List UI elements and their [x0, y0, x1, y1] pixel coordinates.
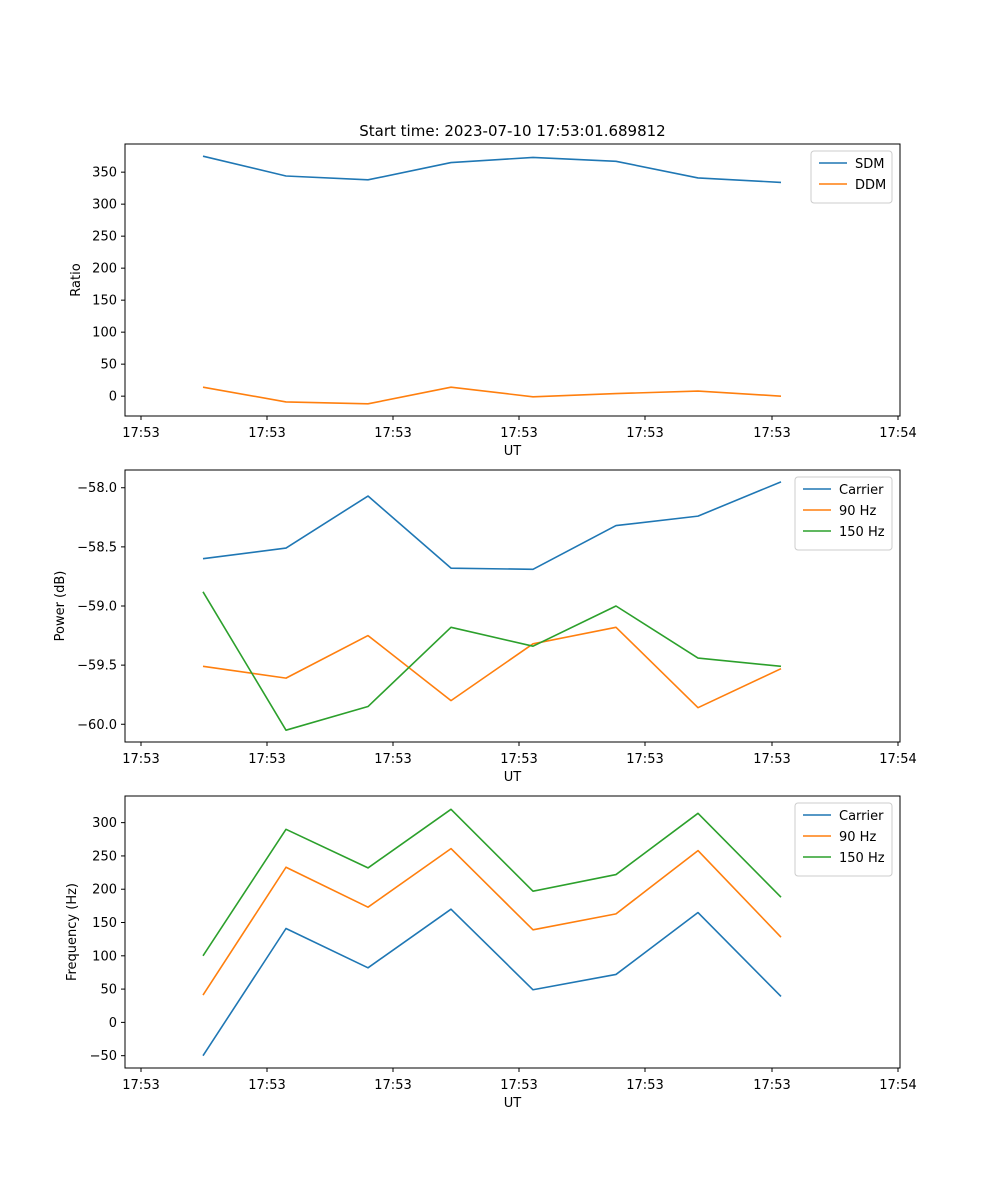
axes-frame [124, 143, 901, 417]
series-line-ddm [202, 386, 782, 405]
x-tick-label: 17:53 [374, 1078, 411, 1093]
y-tick-label: −50 [90, 1049, 117, 1064]
y-tick-label: 150 [92, 916, 117, 931]
x-tick-label: 17:53 [374, 426, 411, 441]
y-tick-label: 350 [92, 166, 117, 181]
x-tick-label: 17:53 [500, 1078, 537, 1093]
legend-label: 90 Hz [839, 830, 876, 845]
x-tick-label: 17:53 [753, 1078, 790, 1093]
x-tick-label: 17:53 [122, 426, 159, 441]
x-tick-label: 17:53 [122, 1078, 159, 1093]
x-tick-label: 17:54 [879, 752, 916, 767]
series-line-carrier [202, 908, 782, 1057]
legend-label: SDM [855, 157, 884, 172]
x-axis-label: UT [504, 444, 522, 459]
y-axis-label: Frequency (Hz) [65, 883, 80, 981]
x-tick-label: 17:53 [248, 426, 285, 441]
y-tick-label: 200 [92, 883, 117, 898]
x-tick-label: 17:53 [500, 426, 537, 441]
legend: SDM DDM [810, 150, 893, 204]
x-tick-label: 17:53 [122, 752, 159, 767]
x-tick-label: 17:53 [626, 1078, 663, 1093]
y-tick-label: 50 [100, 983, 117, 998]
y-tick-label: 100 [92, 326, 117, 341]
y-tick-label: −60.0 [77, 718, 117, 733]
legend: Carrier 90 Hz 150 Hz [794, 476, 893, 551]
x-tick-label: 17:53 [626, 752, 663, 767]
legend-label: 90 Hz [839, 504, 876, 519]
legend-label: DDM [855, 178, 886, 193]
legend-label: 150 Hz [839, 851, 885, 866]
y-tick-label: 250 [92, 849, 117, 864]
y-tick-label: 200 [92, 262, 117, 277]
y-tick-label: −58.0 [77, 481, 117, 496]
y-tick-label: 300 [92, 198, 117, 213]
legend-frame [810, 150, 893, 204]
y-tick-label: 300 [92, 816, 117, 831]
x-tick-label: 17:53 [500, 752, 537, 767]
x-tick-label: 17:53 [626, 426, 663, 441]
y-tick-label: 100 [92, 949, 117, 964]
axes-1: Start time: 2023-07-10 17:53:01.689812 0 5… [69, 122, 917, 459]
x-tick-label: 17:53 [753, 426, 790, 441]
axes-3: −50 0 50 100 150 200 250 300 17:53 17:53 17:53 17:5… [65, 795, 917, 1111]
x-axis-label: UT [504, 770, 522, 785]
series-line-90-hz [202, 626, 782, 709]
axes-2: −60.0 −59.5 −59.0 −58.5 −58.0 17:53 17:53 17:53… [53, 469, 917, 785]
x-tick-label: 17:53 [374, 752, 411, 767]
y-tick-label: −58.5 [77, 540, 117, 555]
y-tick-label: 0 [109, 1016, 117, 1031]
y-tick-label: 250 [92, 230, 117, 245]
chart-title: Start time: 2023-07-10 17:53:01.689812 [359, 122, 665, 140]
y-tick-label: −59.0 [77, 600, 117, 615]
legend-label: Carrier [839, 809, 884, 824]
y-tick-label: 50 [100, 358, 117, 373]
y-tick-label: −59.5 [77, 659, 117, 674]
y-axis-label: Power (dB) [53, 571, 68, 642]
y-axis-label: Ratio [69, 263, 84, 296]
legend: Carrier 90 Hz 150 Hz [794, 802, 893, 877]
x-tick-label: 17:53 [248, 1078, 285, 1093]
x-axis-label: UT [504, 1096, 522, 1111]
x-tick-label: 17:53 [753, 752, 790, 767]
series-line-150-hz [202, 808, 782, 957]
legend-label: Carrier [839, 483, 884, 498]
x-tick-label: 17:54 [879, 1078, 916, 1093]
x-tick-label: 17:54 [879, 426, 916, 441]
x-tick-label: 17:53 [248, 752, 285, 767]
series-line-sdm [202, 155, 782, 184]
series-line-carrier [202, 481, 782, 571]
axes-frame [124, 795, 901, 1069]
series-line-150-hz [202, 591, 782, 731]
legend-label: 150 Hz [839, 525, 885, 540]
axes-frame [124, 469, 901, 743]
y-tick-label: 0 [109, 390, 117, 405]
y-tick-label: 150 [92, 294, 117, 309]
series-line-90-hz [202, 847, 782, 996]
